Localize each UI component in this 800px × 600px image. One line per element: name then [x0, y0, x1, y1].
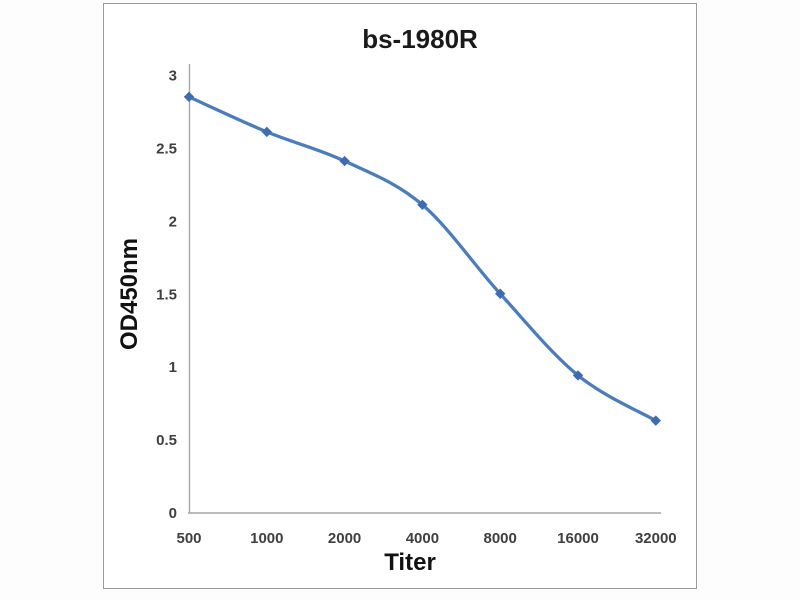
x-tick-label: 500 [176, 530, 201, 547]
x-tick-label: 16000 [557, 530, 599, 547]
x-tick-label: 2000 [328, 530, 361, 547]
data-point-marker [339, 155, 350, 167]
x-tick-label: 1000 [250, 530, 283, 547]
x-tick-label: 32000 [635, 530, 677, 547]
y-tick-label: 3 [169, 68, 177, 85]
y-tick-label: 2.5 [156, 140, 177, 157]
x-axis-label: Titer [384, 549, 436, 576]
data-series-line [187, 95, 658, 423]
y-tick-label: 0.5 [156, 432, 177, 449]
data-point-marker [572, 370, 584, 381]
y-tick-label: 0 [169, 505, 177, 522]
data-point-marker [417, 199, 428, 210]
chart-title: bs-1980R [362, 24, 478, 54]
y-tick-label: 2 [169, 213, 177, 230]
x-tick-label: 4000 [406, 530, 439, 547]
data-point-marker [183, 91, 195, 103]
chart-frame [103, 3, 697, 589]
y-tick-label: 1 [169, 359, 177, 376]
data-point-marker [495, 288, 506, 299]
data-point-marker [261, 126, 272, 138]
data-point-marker [650, 415, 661, 426]
x-tick-label: 8000 [484, 530, 517, 547]
y-tick-label: 1.5 [156, 286, 177, 303]
